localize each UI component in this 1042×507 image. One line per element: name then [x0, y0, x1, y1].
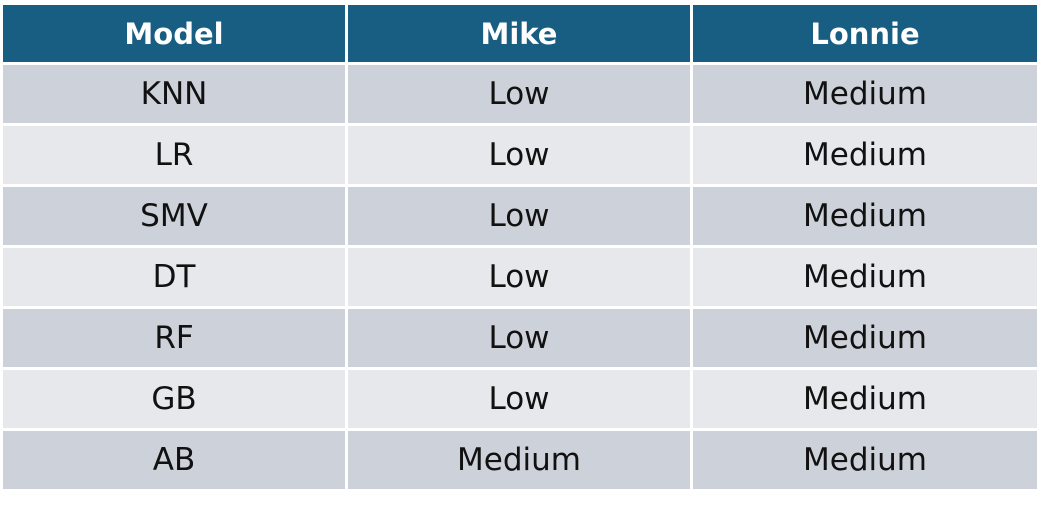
table-row: LR Low Medium [3, 126, 1037, 187]
header-cell-mike: Mike [348, 5, 693, 65]
table-cell-mike: Low [348, 65, 693, 126]
table-cell-lonnie: Medium [693, 187, 1037, 248]
table-row: AB Medium Medium [3, 431, 1037, 492]
header-row: Model Mike Lonnie [3, 5, 1037, 65]
table-row: GB Low Medium [3, 370, 1037, 431]
table-row: DT Low Medium [3, 248, 1037, 309]
table-cell-model: RF [3, 309, 348, 370]
table-cell-model: KNN [3, 65, 348, 126]
table-cell-mike: Low [348, 126, 693, 187]
table-cell-mike: Low [348, 309, 693, 370]
header-cell-model: Model [3, 5, 348, 65]
table-cell-mike: Low [348, 248, 693, 309]
model-rating-table-container: Model Mike Lonnie KNN Low Medium LR Low … [3, 5, 1037, 492]
table-cell-mike: Medium [348, 431, 693, 492]
table-cell-lonnie: Medium [693, 431, 1037, 492]
table-row: RF Low Medium [3, 309, 1037, 370]
header-cell-lonnie: Lonnie [693, 5, 1037, 65]
table-cell-mike: Low [348, 187, 693, 248]
table-header: Model Mike Lonnie [3, 5, 1037, 65]
table-cell-model: GB [3, 370, 348, 431]
table-cell-lonnie: Medium [693, 248, 1037, 309]
table-row: SMV Low Medium [3, 187, 1037, 248]
table-cell-lonnie: Medium [693, 65, 1037, 126]
table-cell-model: DT [3, 248, 348, 309]
table-cell-model: LR [3, 126, 348, 187]
table-row: KNN Low Medium [3, 65, 1037, 126]
model-rating-table: Model Mike Lonnie KNN Low Medium LR Low … [3, 5, 1037, 492]
table-cell-lonnie: Medium [693, 126, 1037, 187]
table-cell-lonnie: Medium [693, 309, 1037, 370]
table-body: KNN Low Medium LR Low Medium SMV Low Med… [3, 65, 1037, 492]
table-cell-model: AB [3, 431, 348, 492]
table-cell-mike: Low [348, 370, 693, 431]
table-cell-lonnie: Medium [693, 370, 1037, 431]
table-cell-model: SMV [3, 187, 348, 248]
